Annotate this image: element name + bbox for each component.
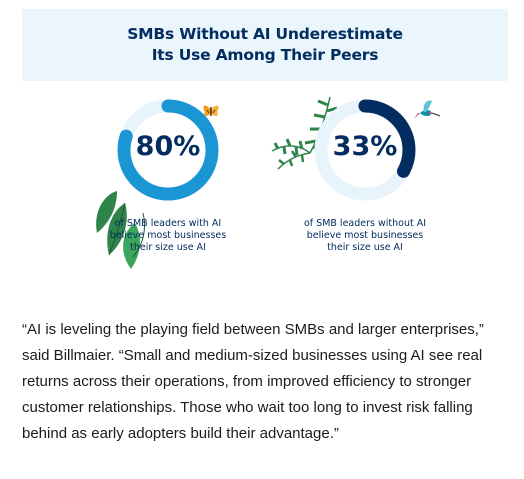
caption-with-ai-line-1: of SMB leaders with AI — [114, 218, 222, 229]
donut-right-value: 33% — [332, 131, 398, 162]
chart-title-banner: SMBs Without AI Underestimate Its Use Am… — [22, 9, 508, 81]
donut-chart-with-ai: 80% — [73, 95, 263, 269]
donut-right-graphic — [271, 96, 441, 201]
hummingbird-icon — [414, 100, 441, 119]
green-leaves — [96, 191, 146, 269]
caption-without-ai-line-3: their size use AI — [327, 242, 403, 253]
donut-left-graphic — [96, 99, 219, 269]
donut-left-arc — [117, 99, 219, 201]
caption-with-ai-line-3: their size use AI — [130, 242, 206, 253]
caption-without-ai-line-2: believe most businesses — [306, 230, 424, 241]
butterfly-icon — [203, 105, 219, 116]
donut-right-arc — [314, 99, 416, 201]
chart-title-line-1: SMBs Without AI Underestimate — [127, 25, 403, 43]
caption-with-ai-line-2: believe most businesses — [109, 230, 227, 241]
donut-chart-without-ai: 33% — [270, 95, 460, 265]
caption-without-ai-line-1: of SMB leaders without AI — [303, 218, 427, 229]
quote-paragraph: “AI is leveling the playing field betwee… — [22, 321, 484, 442]
caption-with-ai: of SMB leaders with AI believe most busi… — [73, 218, 263, 254]
donut-left-value: 80% — [135, 131, 201, 162]
caption-without-ai: of SMB leaders without AI believe most b… — [270, 218, 460, 254]
chart-title-line-2: Its Use Among Their Peers — [151, 46, 379, 64]
